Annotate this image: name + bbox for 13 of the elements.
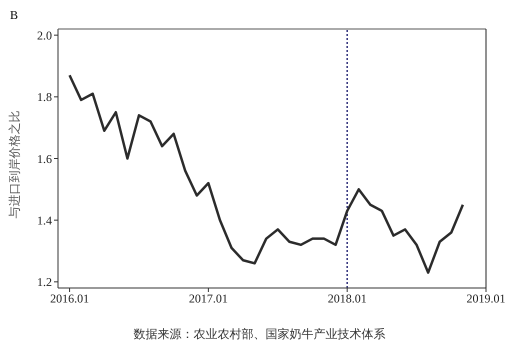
y-axis-title: 与进口到岸价格之比 (7, 110, 22, 218)
y-tick-label: 1.2 (37, 275, 52, 290)
x-tick-label: 2017.01 (188, 292, 228, 306)
line-series (68, 74, 464, 274)
y-tick-label: 1.4 (37, 213, 52, 228)
chart-title: B (9, 8, 20, 22)
source-note: 数据来源：农业农村部、国家奶牛产业技术体系 (132, 326, 386, 343)
y-tick-label: 1.6 (37, 152, 52, 166)
x-tick-label: 2016.01 (50, 292, 90, 306)
y-tick-label: 2.0 (37, 28, 52, 42)
y-tick-label: 1.8 (37, 90, 52, 104)
x-tick-label: 2019.01 (466, 292, 506, 306)
x-tick-label: 2018.01 (328, 292, 367, 306)
